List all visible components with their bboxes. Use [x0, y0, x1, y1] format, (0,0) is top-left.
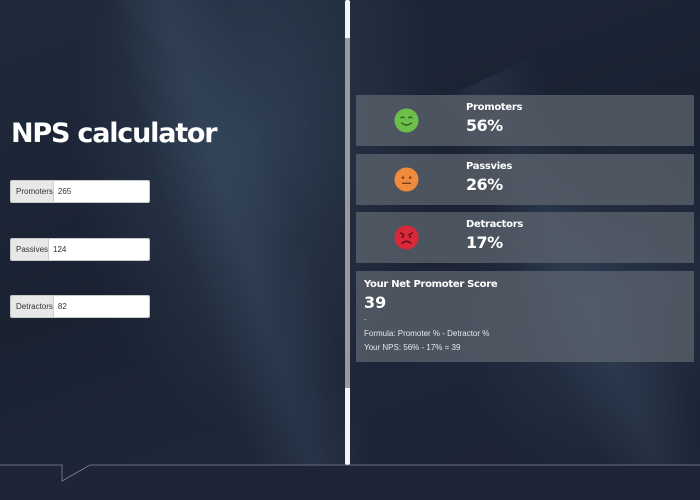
- promoters-field: Promoters: [10, 180, 150, 203]
- promoters-card: Promoters 56%: [356, 95, 694, 146]
- angry-emoji-icon: [394, 225, 419, 250]
- nps-calculation: Your NPS: 56% - 17% = 39: [364, 343, 461, 352]
- passives-card-label: Passvies: [466, 161, 512, 172]
- page-title: NPS calculator: [11, 118, 218, 149]
- footer-bar: [0, 464, 700, 500]
- nps-score-title: Your Net Promoter Score: [364, 279, 498, 290]
- nps-formula: Formula: Promoter % - Detractor %: [364, 329, 490, 338]
- scrollbar-thumb[interactable]: [345, 38, 350, 388]
- nps-score-value: 39: [364, 293, 387, 312]
- detractors-percent: 17%: [466, 233, 503, 252]
- nps-separator: -: [364, 315, 367, 324]
- promoters-card-label: Promoters: [466, 102, 523, 113]
- passives-input[interactable]: [49, 239, 149, 260]
- passives-percent: 26%: [466, 175, 503, 194]
- detractors-input[interactable]: [53, 296, 149, 317]
- passives-field: Passives: [10, 238, 150, 261]
- calculator-panel: NPS calculator Promoters Passives Detrac…: [0, 0, 345, 465]
- smile-emoji-icon: [394, 108, 419, 133]
- promoters-percent: 56%: [466, 116, 503, 135]
- nps-score-card: Your Net Promoter Score 39 - Formula: Pr…: [356, 271, 694, 362]
- neutral-emoji-icon: [394, 167, 419, 192]
- detractors-field: Detractors: [10, 295, 150, 318]
- passives-card: Passvies 26%: [356, 154, 694, 205]
- promoters-label: Promoters: [11, 181, 54, 202]
- detractors-card-label: Detractors: [466, 219, 524, 230]
- promoters-input[interactable]: [53, 181, 149, 202]
- passives-label: Passives: [11, 239, 50, 260]
- footer-notch: [0, 464, 700, 500]
- detractors-label: Detractors: [11, 296, 54, 317]
- detractors-card: Detractors 17%: [356, 212, 694, 263]
